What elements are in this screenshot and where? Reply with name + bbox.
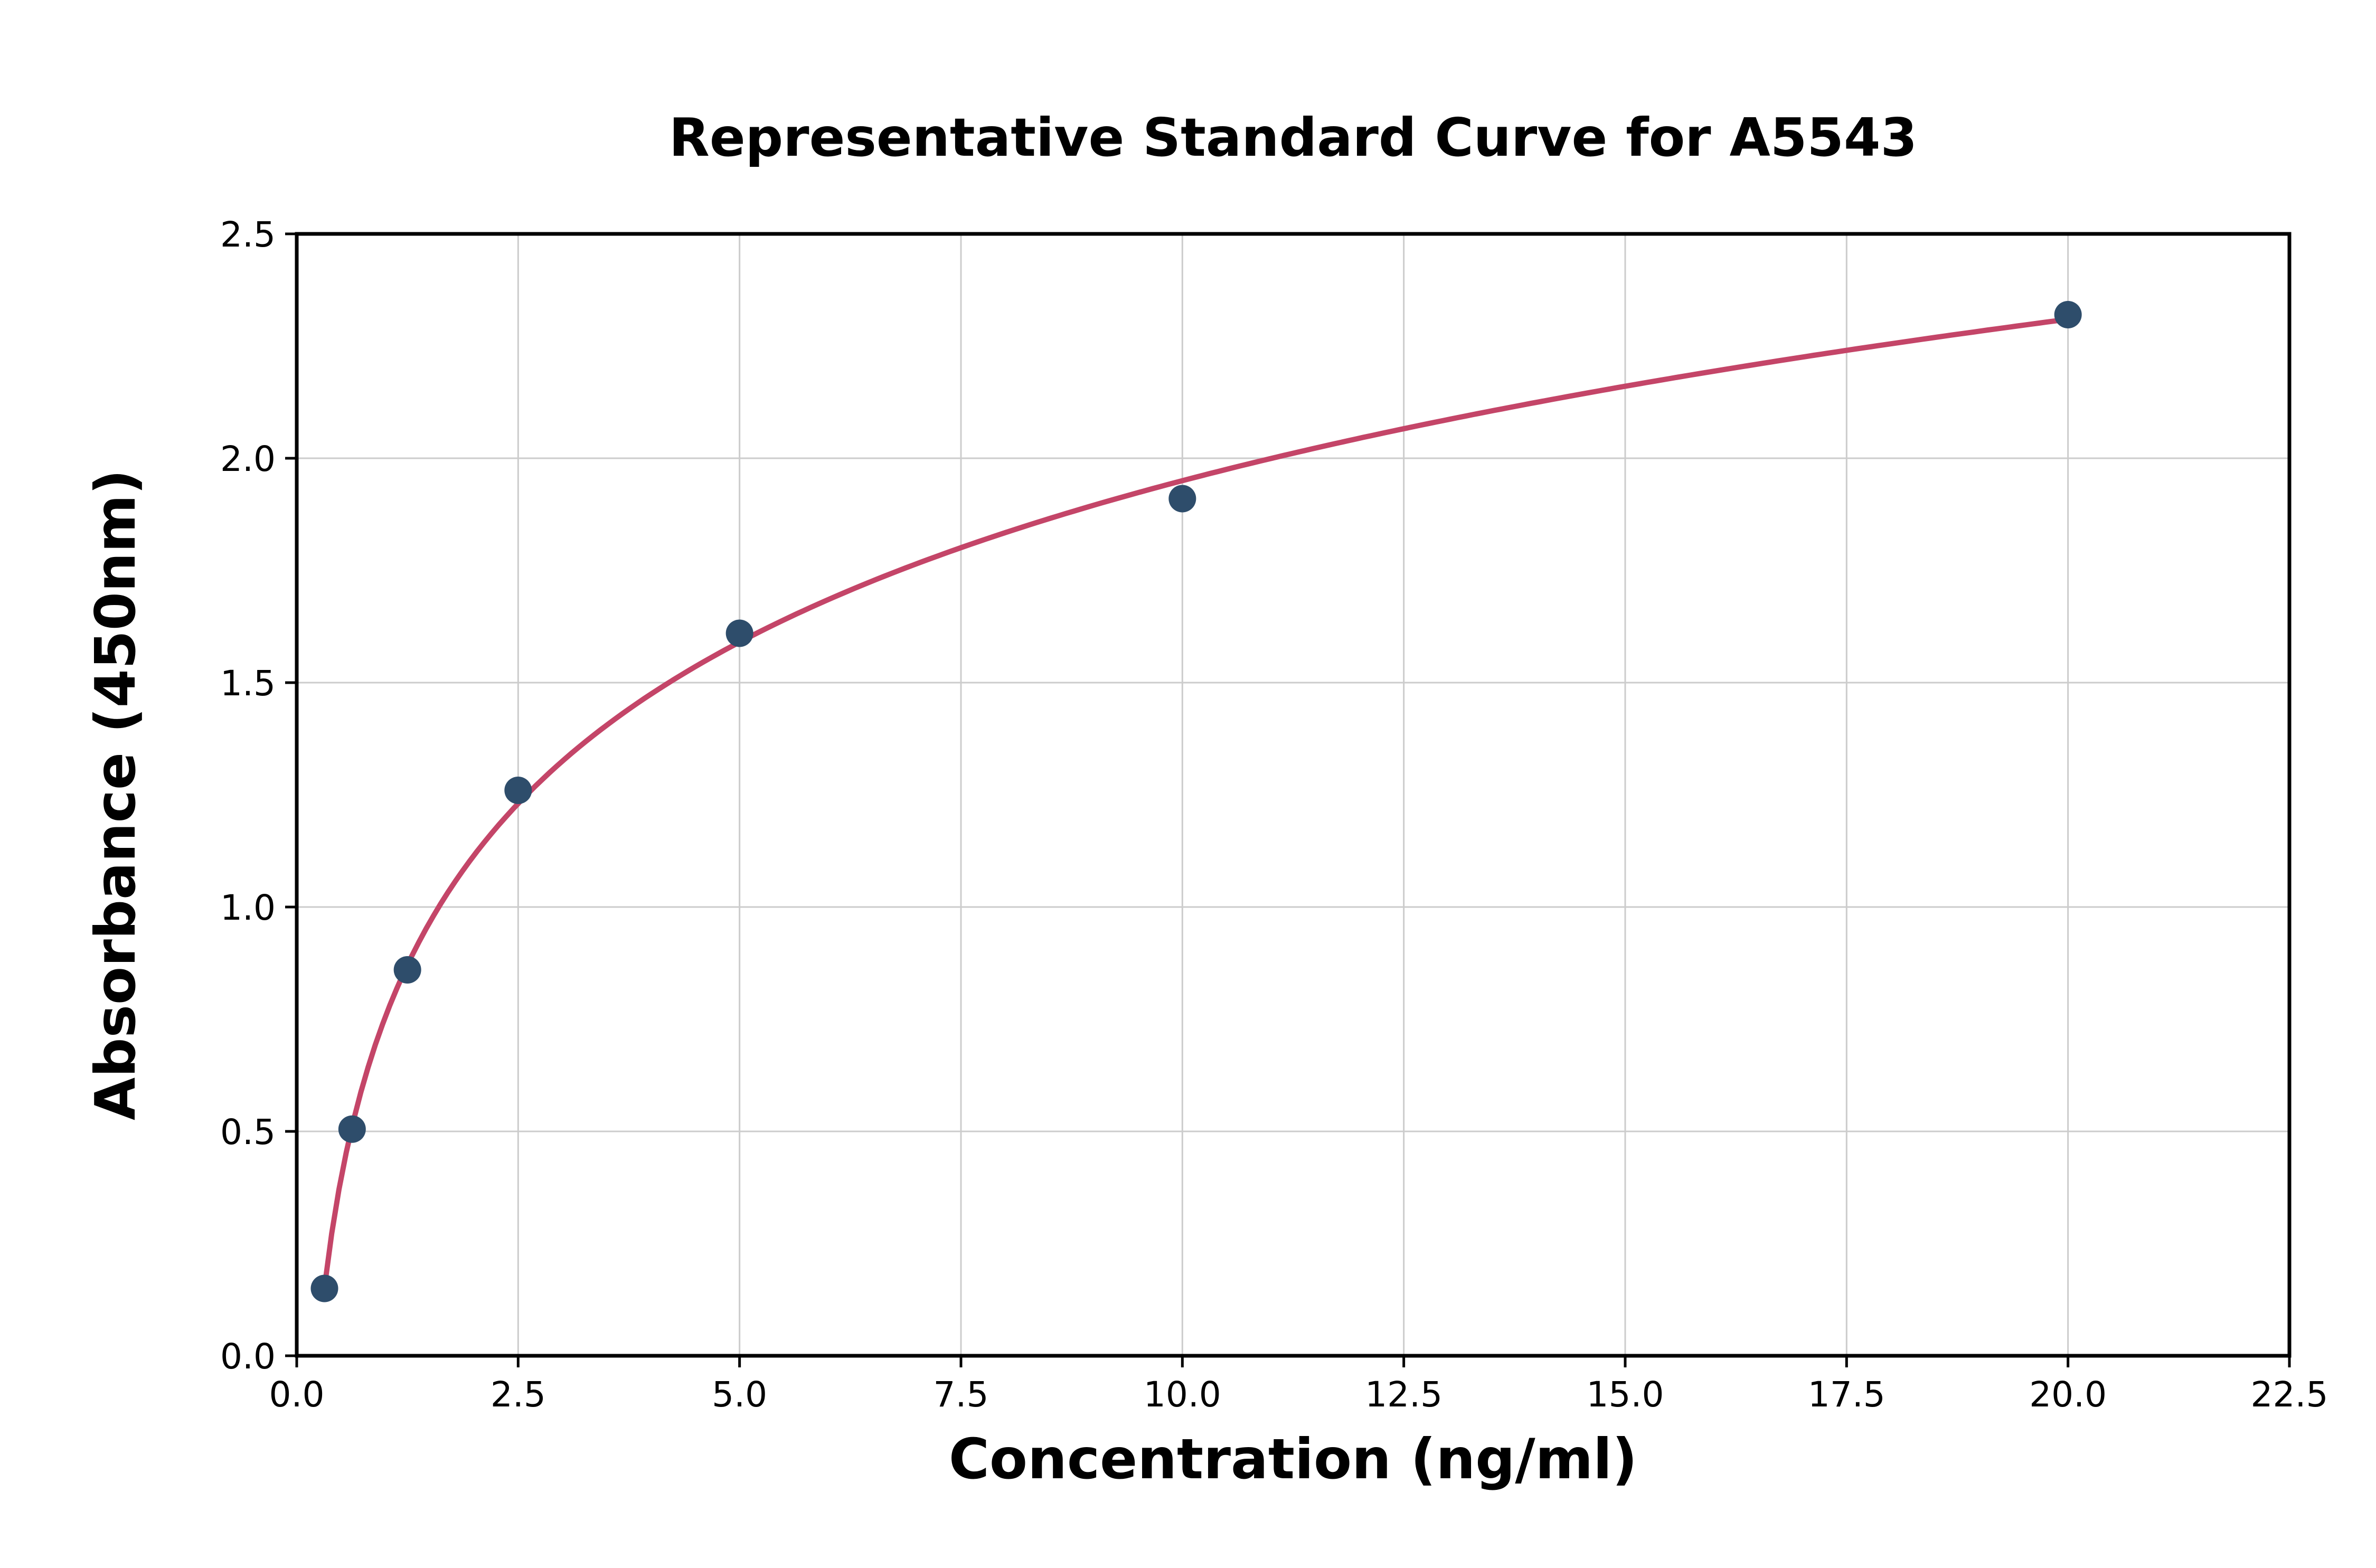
y-tick-label: 0.0 (220, 1336, 276, 1377)
y-axis-label: Absorbance (450nm) (83, 469, 148, 1120)
x-tick-label: 7.5 (934, 1374, 989, 1415)
data-point (504, 777, 532, 804)
y-tick-label: 1.0 (220, 887, 276, 928)
y-tick-label: 2.5 (220, 214, 276, 255)
y-tick-label: 0.5 (220, 1112, 276, 1153)
y-tick-label: 2.0 (220, 439, 276, 479)
gridlines (296, 233, 2290, 1357)
x-axis-label: Concentration (ng/ml) (949, 1427, 1637, 1491)
data-point (338, 1115, 366, 1143)
data-point (2054, 301, 2082, 328)
y-tick-label: 1.5 (220, 663, 276, 704)
fit-curve-line (322, 316, 2071, 1290)
chart-title: Representative Standard Curve for A5543 (669, 107, 1917, 168)
data-point (725, 619, 753, 647)
x-tick-label: 17.5 (1808, 1374, 1885, 1415)
x-tick-label: 20.0 (2029, 1374, 2107, 1415)
plot-border (295, 232, 2292, 1358)
axis-ticks: 0.0 2.5 5.0 7.5 10.0 12.5 15.0 17.5 20.0 22.5 0.0 0… (220, 214, 2328, 1415)
data-point (393, 956, 421, 984)
x-tick-label: 22.5 (2251, 1374, 2328, 1415)
x-tick-label: 2.5 (491, 1374, 546, 1415)
data-points (310, 301, 2082, 1302)
x-tick-label: 5.0 (712, 1374, 767, 1415)
x-tick-label: 15.0 (1587, 1374, 1664, 1415)
x-tick-label: 12.5 (1365, 1374, 1442, 1415)
data-point (310, 1274, 338, 1302)
x-tick-label: 0.0 (269, 1374, 325, 1415)
data-point (1168, 485, 1196, 513)
x-tick-label: 10.0 (1144, 1374, 1221, 1415)
